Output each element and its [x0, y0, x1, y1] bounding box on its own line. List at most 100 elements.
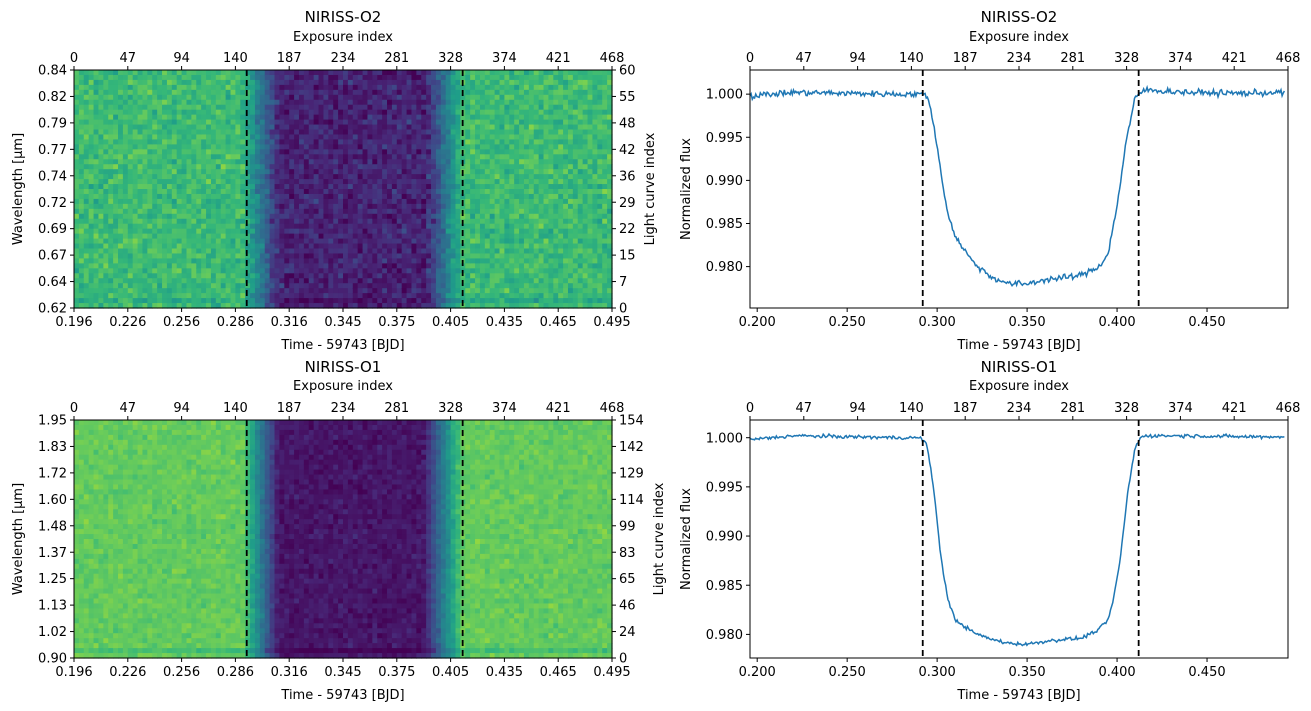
heatmap-cell — [489, 139, 496, 145]
heatmap-cell — [122, 144, 129, 150]
heatmap-cell — [543, 233, 550, 240]
heatmap-cell — [387, 243, 393, 250]
heatmap-cell — [250, 119, 256, 126]
heatmap-cell — [294, 89, 300, 96]
heatmap-cell — [572, 104, 579, 111]
heatmap-cell — [108, 159, 114, 165]
heatmap-cell — [553, 243, 559, 250]
heatmap-cell — [484, 228, 491, 235]
heatmap-cell — [152, 70, 158, 76]
heatmap-cell — [528, 104, 535, 111]
heatmap-cell — [567, 198, 574, 205]
heatmap-cell — [245, 79, 251, 86]
heatmap-cell — [176, 79, 183, 86]
heatmap-cell — [440, 109, 447, 116]
heatmap-cell — [338, 203, 344, 210]
heatmap-cell — [279, 203, 285, 210]
heatmap-cell — [225, 109, 232, 116]
heatmap-cell — [98, 84, 104, 91]
heatmap-cell — [377, 198, 383, 205]
heatmap-cell — [142, 174, 148, 180]
heatmap-cell — [494, 169, 501, 175]
heatmap-cell — [250, 233, 256, 240]
heatmap-cell — [137, 283, 144, 289]
heatmap-cell — [118, 248, 124, 255]
heatmap-cell — [152, 213, 158, 220]
heatmap-cell — [509, 114, 515, 121]
heatmap-cell — [88, 268, 95, 274]
heatmap-cell — [338, 288, 344, 294]
heatmap-cell — [528, 273, 535, 279]
heatmap-cell — [240, 189, 246, 195]
heatmap-cell — [553, 218, 559, 225]
heatmap-cell — [118, 278, 124, 284]
heatmap-cell — [186, 258, 192, 264]
heatmap-cell — [74, 104, 80, 111]
heatmap-cell — [396, 129, 403, 136]
heatmap-cell — [479, 79, 486, 86]
heatmap-cell — [103, 233, 109, 240]
heatmap-cell — [465, 74, 471, 81]
heatmap-cell — [514, 94, 520, 101]
heatmap-cell — [367, 243, 373, 250]
heatmap-cell — [98, 273, 104, 279]
heatmap-cell — [313, 288, 320, 294]
heatmap-cell — [372, 203, 378, 210]
heatmap-cell — [377, 189, 383, 195]
heatmap-cell — [98, 208, 104, 215]
heatmap-cell — [74, 208, 80, 215]
heatmap-cell — [479, 84, 486, 91]
heatmap-cell — [352, 179, 359, 185]
heatmap-cell — [431, 149, 437, 155]
heatmap-cell — [137, 114, 144, 121]
heatmap-cell — [338, 263, 344, 269]
heatmap-cell — [298, 179, 305, 185]
heatmap-cell — [411, 169, 417, 175]
heatmap-cell — [440, 258, 447, 264]
heatmap-cell — [162, 184, 168, 190]
heatmap-cell — [240, 99, 246, 106]
heatmap-cell — [191, 283, 197, 289]
heatmap-cell — [294, 119, 300, 126]
heatmap-cell — [103, 193, 109, 200]
heatmap-cell — [201, 159, 207, 165]
heatmap-cell — [416, 99, 422, 106]
heatmap-cell — [543, 164, 550, 170]
heatmap-cell — [289, 129, 295, 136]
heatmap-cell — [108, 248, 114, 255]
heatmap-cell — [406, 268, 413, 274]
heatmap-cell — [274, 184, 281, 190]
heatmap-cell — [264, 218, 271, 225]
heatmap-cell — [171, 70, 178, 76]
heatmap-cell — [186, 79, 192, 86]
heatmap-cell — [225, 164, 232, 170]
heatmap-cell — [421, 218, 427, 225]
heatmap-cell — [240, 169, 246, 175]
heatmap-cell — [489, 89, 496, 96]
heatmap-cell — [294, 238, 300, 245]
heatmap-cell — [352, 174, 359, 180]
heatmap-cell — [484, 268, 491, 274]
heatmap-cell — [294, 79, 300, 86]
heatmap-cell — [83, 134, 90, 141]
heatmap-cell — [396, 70, 403, 76]
heatmap-cell — [108, 99, 114, 106]
heatmap-cell — [475, 218, 481, 225]
heatmap-cell — [98, 263, 104, 269]
heatmap-cell — [264, 144, 271, 150]
heatmap-cell — [83, 263, 90, 269]
heatmap-cell — [215, 104, 222, 111]
heatmap-cell — [88, 139, 95, 145]
heatmap-cell — [391, 278, 398, 284]
heatmap-cell — [318, 174, 325, 180]
heatmap-cell — [313, 70, 320, 76]
heatmap-cell — [553, 174, 559, 180]
heatmap-cell — [411, 94, 417, 101]
heatmap-cell — [245, 193, 251, 200]
heatmap-cell — [406, 248, 413, 255]
heatmap-cell — [504, 273, 510, 279]
heatmap-cell — [157, 184, 163, 190]
heatmap-cell — [103, 198, 109, 205]
heatmap-cell — [142, 228, 148, 235]
heatmap-cell — [303, 268, 310, 274]
